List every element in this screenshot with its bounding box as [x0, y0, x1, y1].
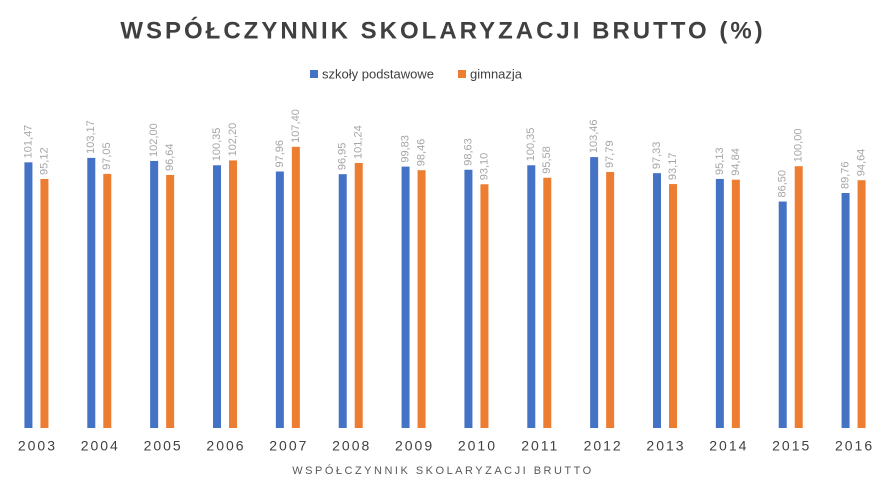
- x-tick-label: 2007: [269, 438, 308, 454]
- chart-title: WSPÓŁCZYNNIK SKOLARYZACJI BRUTTO (%): [120, 16, 765, 44]
- value-label: 97,96: [274, 140, 286, 168]
- x-tick-label: 2003: [18, 438, 57, 454]
- value-label: 89,76: [839, 161, 851, 189]
- value-label: 97,79: [604, 140, 616, 168]
- bar: [669, 184, 677, 428]
- bar: [417, 170, 426, 429]
- bar: [731, 179, 740, 428]
- legend-swatch: [458, 70, 466, 78]
- bar: [778, 201, 787, 428]
- value-label: 100,00: [793, 129, 805, 163]
- x-tick-label: 2006: [206, 438, 245, 454]
- x-tick-label: 2014: [709, 438, 748, 454]
- x-tick-label: 2009: [395, 438, 434, 454]
- legend-label: szkoły podstawowe: [322, 66, 434, 81]
- value-label: 102,00: [148, 123, 160, 157]
- x-tick-label: 2015: [772, 438, 811, 454]
- value-label: 86,50: [777, 170, 789, 198]
- value-label: 95,13: [714, 147, 726, 175]
- value-label: 103,46: [588, 119, 600, 153]
- bar: [229, 160, 237, 428]
- bar: [480, 184, 489, 428]
- bar: [354, 162, 363, 428]
- value-label: 100,35: [211, 128, 223, 162]
- value-label: 98,63: [462, 138, 474, 166]
- value-label: 95,12: [38, 147, 50, 175]
- x-tick-label: 2010: [458, 438, 497, 454]
- value-label: 94,64: [855, 149, 867, 177]
- value-label: 100,35: [525, 128, 537, 162]
- value-label: 99,83: [399, 135, 411, 163]
- value-label: 101,24: [353, 125, 365, 159]
- x-tick-label: 2011: [521, 438, 559, 454]
- x-tick-label: 2004: [81, 438, 120, 454]
- value-label: 98,46: [415, 139, 427, 167]
- value-label: 95,58: [541, 146, 553, 174]
- legend-label: gimnazja: [470, 66, 523, 81]
- bar: [653, 173, 661, 428]
- bar: [606, 171, 615, 428]
- bar: [857, 180, 866, 428]
- bar: [291, 146, 300, 429]
- x-tick-label: 2008: [332, 438, 371, 454]
- bar: [543, 177, 552, 428]
- bar: [841, 192, 850, 428]
- bar: [87, 157, 96, 428]
- bar: [401, 166, 410, 429]
- bar: [275, 171, 284, 429]
- value-label: 96,95: [337, 143, 349, 171]
- x-axis-title: WSPÓŁCZYNNIK SKOLARYZACJI BRUTTO: [292, 464, 593, 477]
- bar: [166, 174, 175, 428]
- value-label: 93,17: [667, 153, 679, 181]
- value-label: 107,40: [290, 109, 302, 143]
- bar: [338, 174, 347, 428]
- legend-swatch: [310, 70, 318, 78]
- value-label: 94,84: [730, 148, 742, 176]
- value-label: 97,33: [651, 142, 663, 170]
- value-label: 97,05: [101, 142, 113, 170]
- x-tick-label: 2016: [835, 438, 874, 454]
- bar: [24, 162, 33, 429]
- bar: [794, 166, 803, 428]
- bar: [590, 157, 599, 428]
- bar: [464, 169, 473, 428]
- bar: [527, 165, 536, 429]
- value-label: 102,20: [227, 123, 239, 157]
- x-tick-label: 2012: [584, 438, 623, 454]
- bar: [40, 178, 49, 428]
- x-tick-label: 2013: [646, 438, 685, 454]
- bar: [150, 160, 159, 429]
- value-label: 93,10: [478, 153, 490, 181]
- bar: [213, 165, 221, 429]
- x-tick-label: 2005: [144, 438, 183, 454]
- value-label: 103,17: [85, 120, 97, 154]
- value-label: 96,64: [164, 143, 176, 171]
- bar: [715, 178, 724, 428]
- value-label: 101,47: [22, 125, 34, 159]
- bar: [103, 173, 112, 428]
